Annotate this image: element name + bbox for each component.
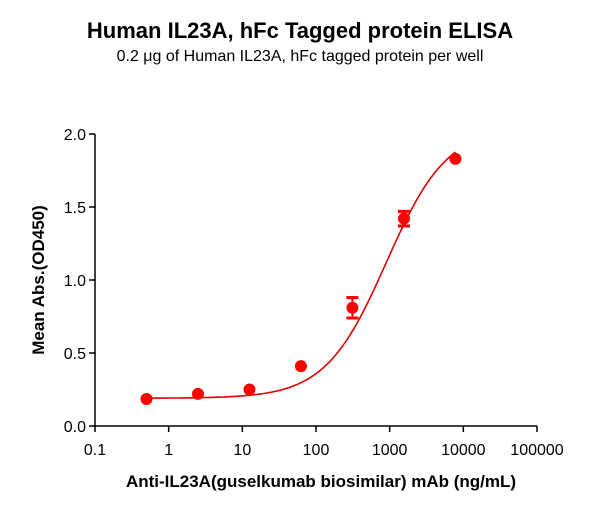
- x-tick-label: 10: [233, 442, 251, 459]
- y-tick-label: 1.5: [64, 200, 86, 217]
- x-tick-label: 1000: [372, 442, 408, 459]
- data-point: [449, 152, 462, 165]
- x-tick-label: 100: [303, 442, 330, 459]
- chart-title: Human IL23A, hFc Tagged protein ELISA: [86, 18, 514, 43]
- data-point: [191, 387, 204, 400]
- y-tick-label: 2.0: [64, 127, 86, 144]
- x-tick-label: 1: [164, 442, 173, 459]
- data-point: [346, 301, 359, 314]
- y-tick-label: 1.0: [64, 273, 86, 290]
- x-tick-label: 0.1: [84, 442, 106, 459]
- data-point: [397, 212, 410, 225]
- x-tick-label: 10000: [441, 442, 486, 459]
- data-point: [140, 392, 153, 405]
- data-point: [294, 360, 307, 373]
- y-axis-label: Mean Abs.(OD450): [29, 205, 48, 355]
- x-tick-label: 100000: [510, 442, 563, 459]
- chart-subtitle: 0.2 μg of Human IL23A, hFc tagged protei…: [116, 48, 484, 65]
- y-tick-label: 0.5: [64, 346, 86, 363]
- data-point: [243, 383, 256, 396]
- y-tick-label: 0.0: [64, 419, 86, 436]
- x-axis-label: Anti-IL23A(guselkumab biosimilar) mAb (n…: [126, 472, 516, 491]
